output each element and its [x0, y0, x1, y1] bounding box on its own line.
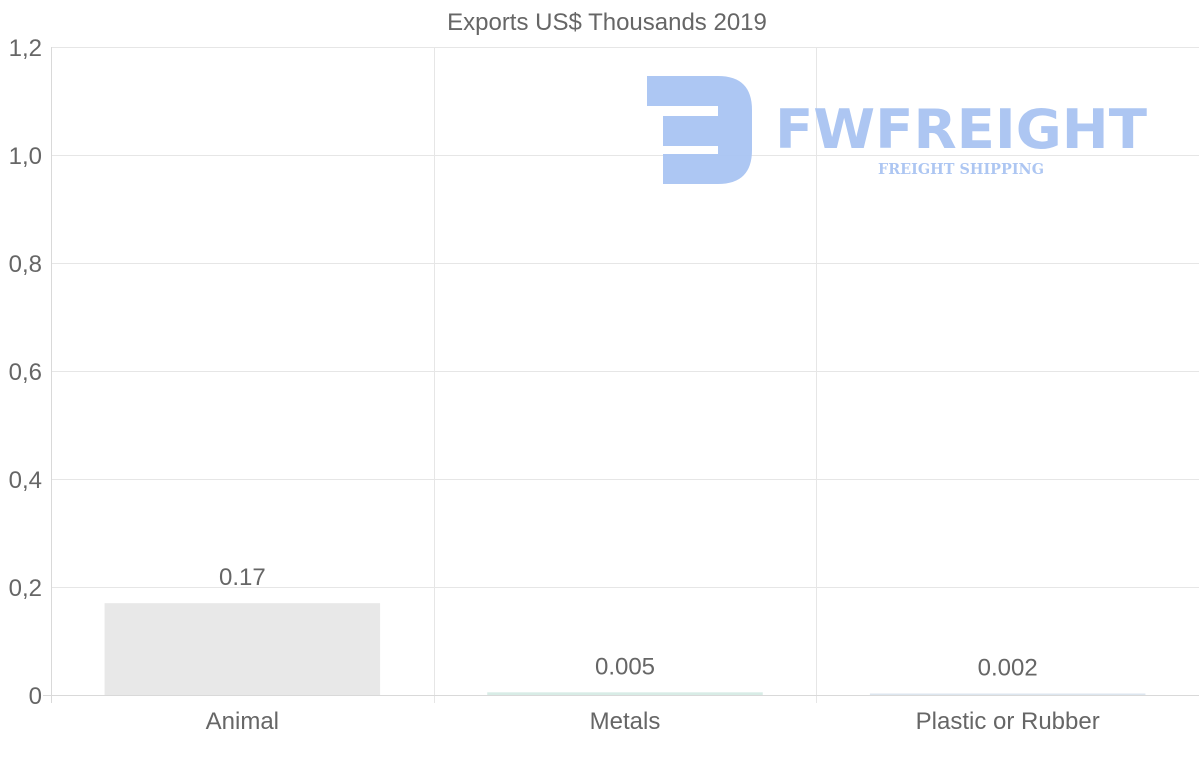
y-tick-label: 1,2 [9, 35, 42, 62]
x-tick-label: Metals [590, 708, 661, 735]
axes [43, 47, 1199, 703]
grid-lines [51, 47, 1199, 703]
bar-plastic-or-rubber [869, 693, 1146, 695]
watermark-tagline: FREIGHT SHIPPING [878, 160, 1044, 178]
data-label: 0.002 [978, 655, 1038, 682]
y-tick-label: 1,0 [9, 143, 42, 170]
data-label: 0.005 [595, 653, 655, 680]
y-tick-label: 0,2 [9, 575, 42, 602]
fwfreight-logo-mark [647, 76, 752, 184]
y-tick-labels: 0 0,2 0,4 0,6 0,8 1,0 1,2 [9, 35, 42, 710]
data-label: 0.17 [219, 564, 266, 591]
fwfreight-logo: FWFREIGHT FREIGHT SHIPPING [647, 76, 1147, 184]
x-tick-label: Animal [206, 708, 279, 735]
x-tick-labels: Animal Metals Plastic or Rubber [206, 708, 1100, 735]
bars [104, 603, 1146, 695]
y-tick-label: 0,6 [9, 359, 42, 386]
bar-animal [104, 603, 381, 695]
bar-metals [487, 692, 763, 695]
y-tick-label: 0,4 [9, 467, 42, 494]
data-labels: 0.17 0.005 0.002 [219, 564, 1038, 681]
watermark-brand: FWFREIGHT [775, 98, 1147, 161]
x-tick-label: Plastic or Rubber [916, 708, 1100, 735]
y-tick-label: 0,8 [9, 251, 42, 278]
chart-title: Exports US$ Thousands 2019 [447, 9, 767, 36]
y-tick-label: 0 [29, 683, 42, 710]
